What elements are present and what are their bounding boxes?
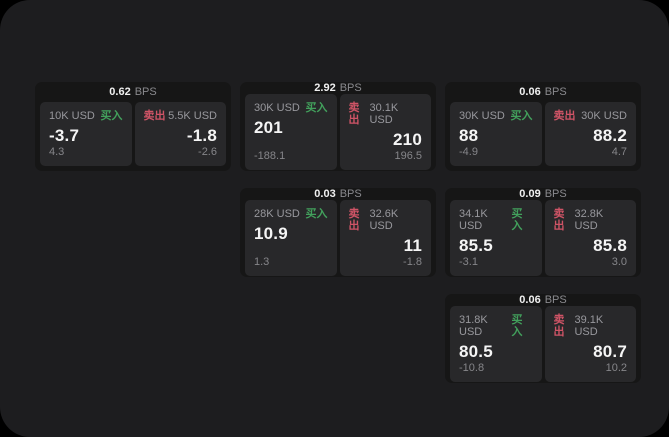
bps-value: 0.62	[109, 86, 131, 98]
bps-unit-label: BPS	[339, 188, 362, 200]
sell-amount: 39.1K USD	[574, 314, 604, 338]
bps-header: 2.92 BPS	[245, 82, 431, 94]
sell-delta: -2.6	[198, 146, 217, 158]
buy-side-label: 买入	[100, 110, 123, 122]
quote-card-6: 0.06 BPS 31.8K USD 买入 80.5 -10.8 卖出 39.1…	[445, 294, 641, 383]
buy-side-label: 买入	[305, 208, 328, 220]
bps-unit-label: BPS	[544, 188, 567, 200]
buy-sell-panels: 30K USD 买入 88 -4.9 卖出 30K USD 88.2 4.7	[450, 102, 636, 166]
bps-header: 0.03 BPS	[245, 188, 431, 200]
buy-sell-panels: 28K USD 买入 10.9 1.3 卖出 32.6K USD 11 -1.8	[245, 200, 431, 276]
bps-value: 2.92	[314, 82, 336, 94]
sell-panel[interactable]: 卖出 32.8K USD 85.8 3.0	[544, 200, 636, 276]
buy-delta: -3.1	[459, 256, 478, 268]
buy-sell-panels: 31.8K USD 买入 80.5 -10.8 卖出 39.1K USD 80.…	[450, 306, 636, 382]
sell-panel[interactable]: 卖出 30.1K USD 210 196.5	[339, 94, 431, 170]
quote-card-2: 2.92 BPS 30K USD 买入 201 -188.1 卖出 30.1K …	[240, 82, 436, 171]
sell-delta: 10.2	[605, 362, 627, 374]
quote-card-4: 0.03 BPS 28K USD 买入 10.9 1.3 卖出 32.6K US…	[240, 188, 436, 277]
sell-delta: 196.5	[394, 150, 422, 162]
buy-panel[interactable]: 28K USD 买入 10.9 1.3	[245, 200, 337, 276]
bps-value: 0.06	[519, 294, 541, 306]
buy-amount: 28K USD	[254, 208, 300, 220]
sell-panel[interactable]: 卖出 32.6K USD 11 -1.8	[339, 200, 431, 276]
buy-price: 201	[254, 118, 283, 137]
bps-header: 0.62 BPS	[40, 82, 226, 102]
buy-side-label: 买入	[511, 208, 523, 232]
buy-amount: 30K USD	[459, 110, 505, 122]
sell-side-label: 卖出	[348, 208, 360, 232]
buy-amount: 10K USD	[49, 110, 95, 122]
sell-price: 80.7	[593, 342, 627, 361]
buy-price: 80.5	[459, 342, 493, 361]
buy-price: 10.9	[254, 224, 288, 243]
buy-sell-panels: 30K USD 买入 201 -188.1 卖出 30.1K USD 210 1…	[245, 94, 431, 170]
buy-price: -3.7	[49, 126, 80, 145]
buy-side-label: 买入	[510, 110, 533, 122]
sell-panel[interactable]: 卖出 5.5K USD -1.8 -2.6	[134, 102, 226, 166]
sell-side-label: 卖出	[553, 208, 565, 232]
buy-sell-panels: 34.1K USD 买入 85.5 -3.1 卖出 32.8K USD 85.8…	[450, 200, 636, 276]
buy-delta: -4.9	[459, 146, 478, 158]
buy-panel[interactable]: 31.8K USD 买入 80.5 -10.8	[450, 306, 542, 382]
buy-price: 85.5	[459, 236, 493, 255]
buy-delta: -188.1	[254, 150, 286, 162]
sell-panel[interactable]: 卖出 39.1K USD 80.7 10.2	[544, 306, 636, 382]
sell-amount: 30.1K USD	[369, 102, 399, 126]
buy-panel[interactable]: 30K USD 买入 88 -4.9	[450, 102, 542, 166]
bps-header: 0.06 BPS	[450, 82, 636, 102]
buy-delta: 4.3	[49, 146, 65, 158]
sell-amount: 30K USD	[581, 110, 627, 122]
sell-delta: 3.0	[611, 256, 627, 268]
sell-amount: 32.6K USD	[369, 208, 399, 232]
buy-panel[interactable]: 10K USD 买入 -3.7 4.3	[40, 102, 132, 166]
buy-delta: -10.8	[459, 362, 485, 374]
buy-panel[interactable]: 30K USD 买入 201 -188.1	[245, 94, 337, 170]
bps-unit-label: BPS	[544, 294, 567, 306]
quote-card-3: 0.06 BPS 30K USD 买入 88 -4.9 卖出 30K USD	[445, 82, 641, 171]
quote-card-grid: 0.62 BPS 10K USD 买入 -3.7 4.3 卖出 5.5K USD	[35, 82, 641, 383]
bps-header: 0.09 BPS	[450, 188, 636, 200]
sell-panel[interactable]: 卖出 30K USD 88.2 4.7	[544, 102, 636, 166]
sell-side-label: 卖出	[553, 110, 576, 122]
buy-amount: 31.8K USD	[459, 314, 488, 338]
bps-unit-label: BPS	[544, 86, 567, 98]
quote-card-5: 0.09 BPS 34.1K USD 买入 85.5 -3.1 卖出 32.8K…	[445, 188, 641, 277]
sell-price: -1.8	[186, 126, 217, 145]
sell-delta: -1.8	[403, 256, 422, 268]
sell-side-label: 卖出	[143, 110, 166, 122]
buy-amount: 30K USD	[254, 102, 300, 114]
buy-side-label: 买入	[305, 102, 328, 114]
buy-price: 88	[459, 126, 479, 145]
sell-price: 85.8	[593, 236, 627, 255]
sell-side-label: 卖出	[553, 314, 565, 338]
sell-price: 11	[403, 236, 422, 255]
bps-value: 0.03	[314, 188, 336, 200]
bps-unit-label: BPS	[134, 86, 157, 98]
sell-side-label: 卖出	[348, 102, 360, 126]
bps-unit-label: BPS	[339, 82, 362, 94]
quote-card-1: 0.62 BPS 10K USD 买入 -3.7 4.3 卖出 5.5K USD	[35, 82, 231, 171]
sell-price: 88.2	[593, 126, 627, 145]
buy-sell-panels: 10K USD 买入 -3.7 4.3 卖出 5.5K USD -1.8 -2.…	[40, 102, 226, 166]
bps-value: 0.09	[519, 188, 541, 200]
sell-delta: 4.7	[611, 146, 627, 158]
buy-side-label: 买入	[511, 314, 523, 338]
sell-amount: 32.8K USD	[574, 208, 604, 232]
bps-header: 0.06 BPS	[450, 294, 636, 306]
sell-price: 210	[393, 130, 422, 149]
buy-panel[interactable]: 34.1K USD 买入 85.5 -3.1	[450, 200, 542, 276]
buy-delta: 1.3	[254, 256, 270, 268]
sell-amount: 5.5K USD	[168, 110, 217, 122]
buy-amount: 34.1K USD	[459, 208, 488, 232]
bps-value: 0.06	[519, 86, 541, 98]
